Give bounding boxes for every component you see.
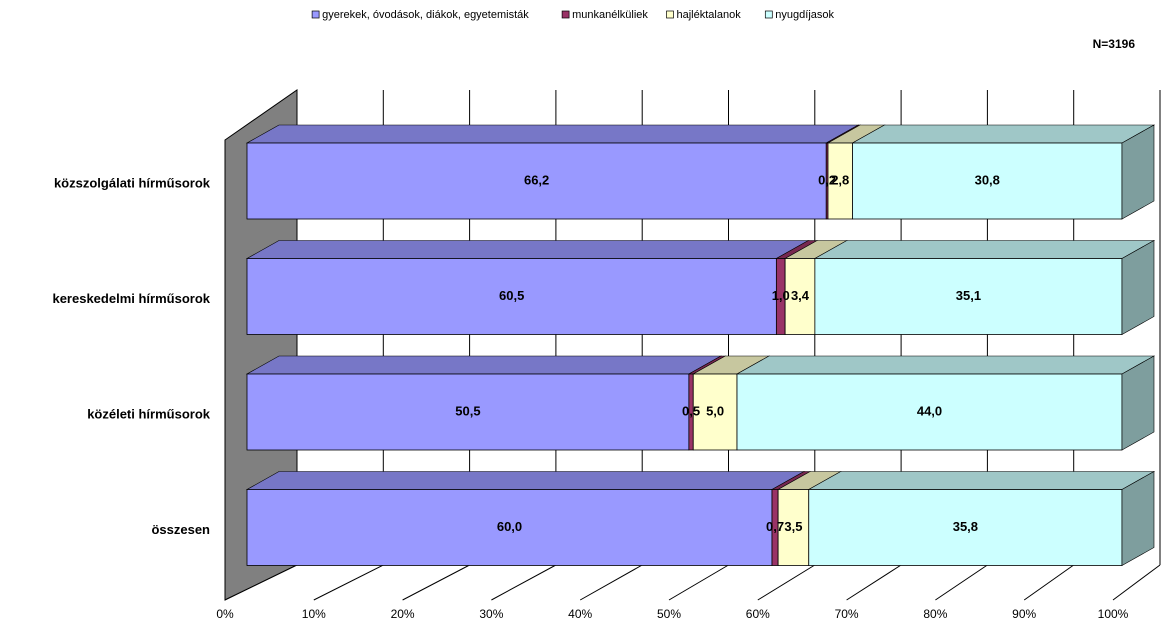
bar-top [813,240,1156,259]
bar-top [245,355,723,375]
bar-segment [808,489,1123,566]
x-tick-label: 40% [568,607,592,621]
bar-segment [827,142,853,220]
bar-segment [692,373,738,451]
floor-tick [935,564,988,601]
legend-label: hajléktalanok [677,9,742,21]
x-tick-label: 30% [479,607,503,621]
bar-segment [736,373,1123,451]
bar-segment [246,258,777,335]
legend-label: nyugdíjasok [775,9,834,21]
category-label: összesen [151,522,210,537]
floor-tick [224,564,298,601]
floor [225,565,1160,600]
category-label: kereskedelmi hírműsorok [52,291,210,306]
data-label: 0,2 [818,172,836,187]
data-label: 35,8 [953,519,978,534]
bar-side [1121,239,1155,336]
x-tick-label: 70% [835,607,859,621]
legend-swatch [666,10,674,19]
data-label: 30,8 [975,172,1000,187]
bar-top [735,355,1156,375]
floor-tick [668,564,729,601]
x-tick-label: 20% [391,607,415,621]
bar-segment [784,258,816,335]
bar-segment [246,489,773,566]
x-tick-label: 10% [302,607,326,621]
bar-top [807,471,1156,490]
bar-segment [852,142,1123,220]
x-tick-label: 50% [657,607,681,621]
legend-swatch [311,10,320,19]
bar-top [245,240,810,259]
floor-tick [491,564,557,601]
annotation: N=3196 [1093,37,1136,51]
floor-tick [846,564,902,601]
floor-tick [313,564,384,601]
category-label: közszolgálati hírműsorok [54,175,211,190]
bar-top [851,124,1156,144]
bar-top [245,471,806,490]
floor-tick [1112,564,1161,601]
floor-tick [1023,564,1074,601]
data-label: 60,5 [499,288,524,303]
bar-side [1121,124,1155,220]
data-label: 0,7 [766,519,784,534]
data-label: 1,0 [772,288,790,303]
data-label: 2,8 [831,172,849,187]
bar-top [245,124,860,144]
x-tick-label: 90% [1012,607,1036,621]
floor-tick [402,564,470,601]
data-label: 66,2 [524,172,549,187]
data-label: 5,0 [706,403,724,418]
legend-label: munkanélküliek [572,9,648,21]
floor-tick [757,564,816,601]
x-tick-label: 60% [746,607,770,621]
legend-swatch [764,10,773,19]
bar-segment [777,489,810,566]
bar-side [1121,355,1155,451]
bar-segment [246,373,690,451]
data-label: 3,4 [791,288,810,303]
data-label: 50,5 [455,403,480,418]
bar-segment [246,142,827,220]
data-label: 3,5 [784,519,802,534]
legend-label: gyerekek, óvodások, diákok, egyetemisták [322,9,529,21]
bar-segment [814,258,1123,335]
legend-swatch [561,10,570,19]
data-label: 0,5 [682,403,700,418]
floor-tick [579,564,643,601]
bar-side [1121,470,1155,567]
category-label: közéleti hírműsorok [87,406,211,421]
data-label: 35,1 [956,288,981,303]
data-label: 60,0 [497,519,522,534]
x-tick-label: 0% [216,607,234,621]
data-label: 44,0 [917,403,942,418]
x-tick-label: 100% [1098,607,1129,621]
x-tick-label: 80% [923,607,947,621]
